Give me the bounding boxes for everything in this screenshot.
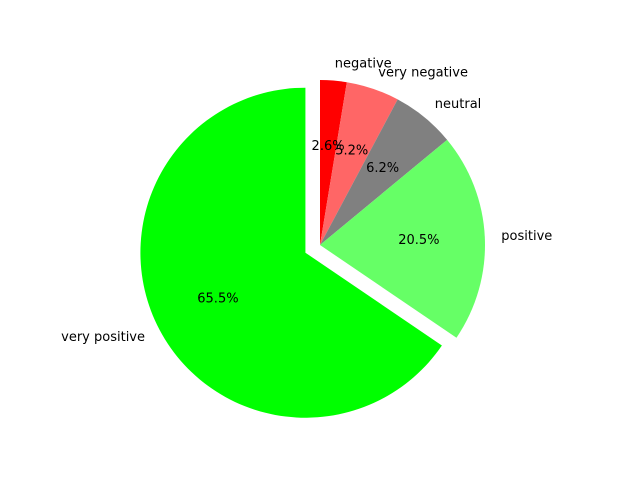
- slice-label-neutral: neutral: [435, 97, 482, 112]
- slice-pct-neutral: 6.2%: [366, 161, 399, 176]
- pie-slice-very-negative: [320, 82, 398, 246]
- slice-pct-positive: 20.5%: [398, 233, 439, 248]
- slice-pct-negative: 2.6%: [312, 139, 345, 154]
- slice-label-positive: positive: [501, 229, 552, 244]
- slice-label-very-positive: very positive: [61, 330, 145, 345]
- slice-label-negative: negative: [335, 57, 392, 72]
- slice-pct-very-negative: 5.2%: [335, 144, 368, 159]
- pie-slice-neutral: [320, 99, 448, 245]
- slice-label-very-negative: very negative: [378, 66, 468, 81]
- pie-slices: [140, 80, 485, 418]
- pie-labels: negative 2.6% very negative 5.2% neutral 6.2%…: [61, 57, 552, 346]
- pie-slice-negative: [320, 80, 347, 245]
- pie-slice-positive: [320, 139, 485, 338]
- slice-pct-very-positive: 65.5%: [197, 292, 238, 307]
- pie-slice-very-positive: [140, 87, 442, 418]
